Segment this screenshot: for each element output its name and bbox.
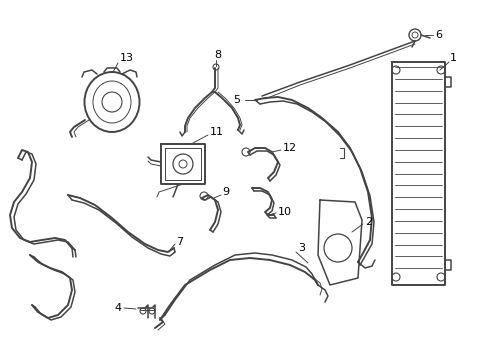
Text: 1: 1 [450,53,457,63]
Text: 12: 12 [283,143,297,153]
Text: 10: 10 [278,207,292,217]
Text: 8: 8 [215,50,221,60]
Text: 7: 7 [176,237,183,247]
Text: 6: 6 [435,30,442,40]
Text: 13: 13 [120,53,134,63]
Text: 3: 3 [298,243,305,253]
Text: 9: 9 [222,187,229,197]
Text: 11: 11 [210,127,224,137]
Text: 4: 4 [115,303,122,313]
Text: 5: 5 [233,95,240,105]
Text: 2: 2 [365,217,372,227]
